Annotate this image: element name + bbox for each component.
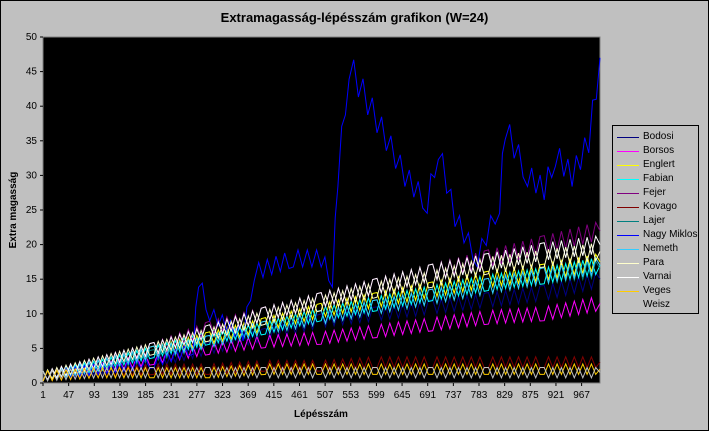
x-tick-label: 875 (522, 390, 539, 401)
y-tick-label: 5 (31, 343, 37, 354)
legend-swatch (617, 235, 639, 236)
legend-item: Fabian (617, 173, 697, 185)
legend-label: Weisz (643, 299, 671, 310)
legend-item: Bodosi (617, 131, 697, 143)
x-tick-label: 1 (40, 390, 46, 401)
x-tick-label: 185 (137, 390, 154, 401)
legend-item: Weisz (617, 299, 697, 311)
x-tick-label: 921 (548, 390, 565, 401)
y-tick-label: 10 (26, 309, 38, 320)
legend: Bodosi Borsos Englert Fabian Fejer Kovago Laje… (612, 125, 699, 314)
x-tick-label: 461 (291, 390, 308, 401)
x-tick-label: 47 (63, 390, 75, 401)
x-tick-label: 967 (573, 390, 590, 401)
y-axis: 0 5 10 15 20 25 30 35 40 45 50 (26, 32, 43, 389)
legend-swatch (617, 207, 639, 208)
legend-swatch (617, 193, 639, 194)
x-tick-label: 93 (89, 390, 101, 401)
x-tick-label: 645 (394, 390, 411, 401)
legend-label: Varnai (643, 271, 672, 282)
y-tick-label: 50 (26, 32, 38, 43)
x-tick-label: 323 (214, 390, 231, 401)
legend-label: Borsos (643, 145, 675, 156)
y-tick-label: 20 (26, 240, 38, 251)
legend-label: Fejer (643, 187, 666, 198)
series-line-nagy-miklos (42, 57, 601, 382)
legend-swatch (617, 221, 639, 222)
legend-item: Kovago (617, 201, 697, 213)
legend-swatch (617, 137, 639, 138)
x-tick-label: 507 (317, 390, 334, 401)
legend-label: Para (643, 257, 665, 268)
legend-label: Kovago (643, 201, 677, 212)
legend-item: Para (617, 257, 697, 269)
series-line-borsos (42, 296, 601, 382)
x-tick-label: 139 (112, 390, 129, 401)
legend-label: Englert (643, 159, 675, 170)
y-tick-label: 45 (26, 67, 38, 78)
x-axis: 1 47 93 139 185 231 277 323 369 415 461 507 553 599 64… (40, 383, 590, 401)
series-lines (42, 57, 601, 383)
legend-label: Veges (643, 285, 671, 296)
y-tick-label: 35 (26, 136, 38, 147)
legend-item: Lajer (617, 215, 697, 227)
x-tick-label: 231 (163, 390, 180, 401)
legend-item: Veges (617, 285, 697, 297)
x-tick-label: 737 (445, 390, 462, 401)
legend-item: Nagy Miklos (617, 229, 697, 241)
legend-swatch (617, 179, 639, 180)
x-tick-label: 783 (471, 390, 488, 401)
legend-label: Nagy Miklos (643, 229, 698, 240)
x-tick-label: 369 (240, 390, 257, 401)
series-line-kovago (42, 355, 601, 382)
legend-item: Englert (617, 159, 697, 171)
legend-swatch (617, 165, 639, 166)
chart-title: Extramagasság-lépésszám grafikon (W=24) (220, 10, 489, 25)
plot-area (42, 36, 601, 384)
y-tick-label: 25 (26, 205, 38, 216)
legend-swatch (617, 305, 639, 306)
legend-swatch (617, 151, 639, 152)
legend-label: Lajer (643, 215, 666, 226)
series-line-nemeth (42, 256, 601, 382)
x-tick-label: 691 (419, 390, 436, 401)
legend-swatch (617, 291, 639, 292)
x-tick-label: 599 (368, 390, 385, 401)
legend-swatch (617, 249, 639, 250)
legend-label: Bodosi (643, 131, 674, 142)
x-axis-label: Lépésszám (294, 409, 348, 420)
legend-item: Nemeth (617, 243, 697, 255)
y-tick-label: 40 (26, 101, 38, 112)
legend-item: Fejer (617, 187, 697, 199)
y-tick-label: 30 (26, 170, 38, 181)
y-tick-label: 15 (26, 274, 38, 285)
legend-swatch (617, 277, 639, 278)
legend-item: Varnai (617, 271, 697, 283)
series-line-varnai (42, 234, 601, 382)
x-tick-label: 277 (189, 390, 206, 401)
x-tick-label: 553 (342, 390, 359, 401)
legend-label: Fabian (643, 173, 674, 184)
x-tick-label: 829 (496, 390, 513, 401)
x-tick-label: 415 (265, 390, 282, 401)
y-tick-label: 0 (31, 378, 37, 389)
series-line-weisz (42, 366, 601, 383)
y-axis-label: Extra magasság (8, 172, 19, 249)
legend-item: Borsos (617, 145, 697, 157)
legend-swatch (617, 263, 639, 264)
legend-label: Nemeth (643, 243, 679, 254)
